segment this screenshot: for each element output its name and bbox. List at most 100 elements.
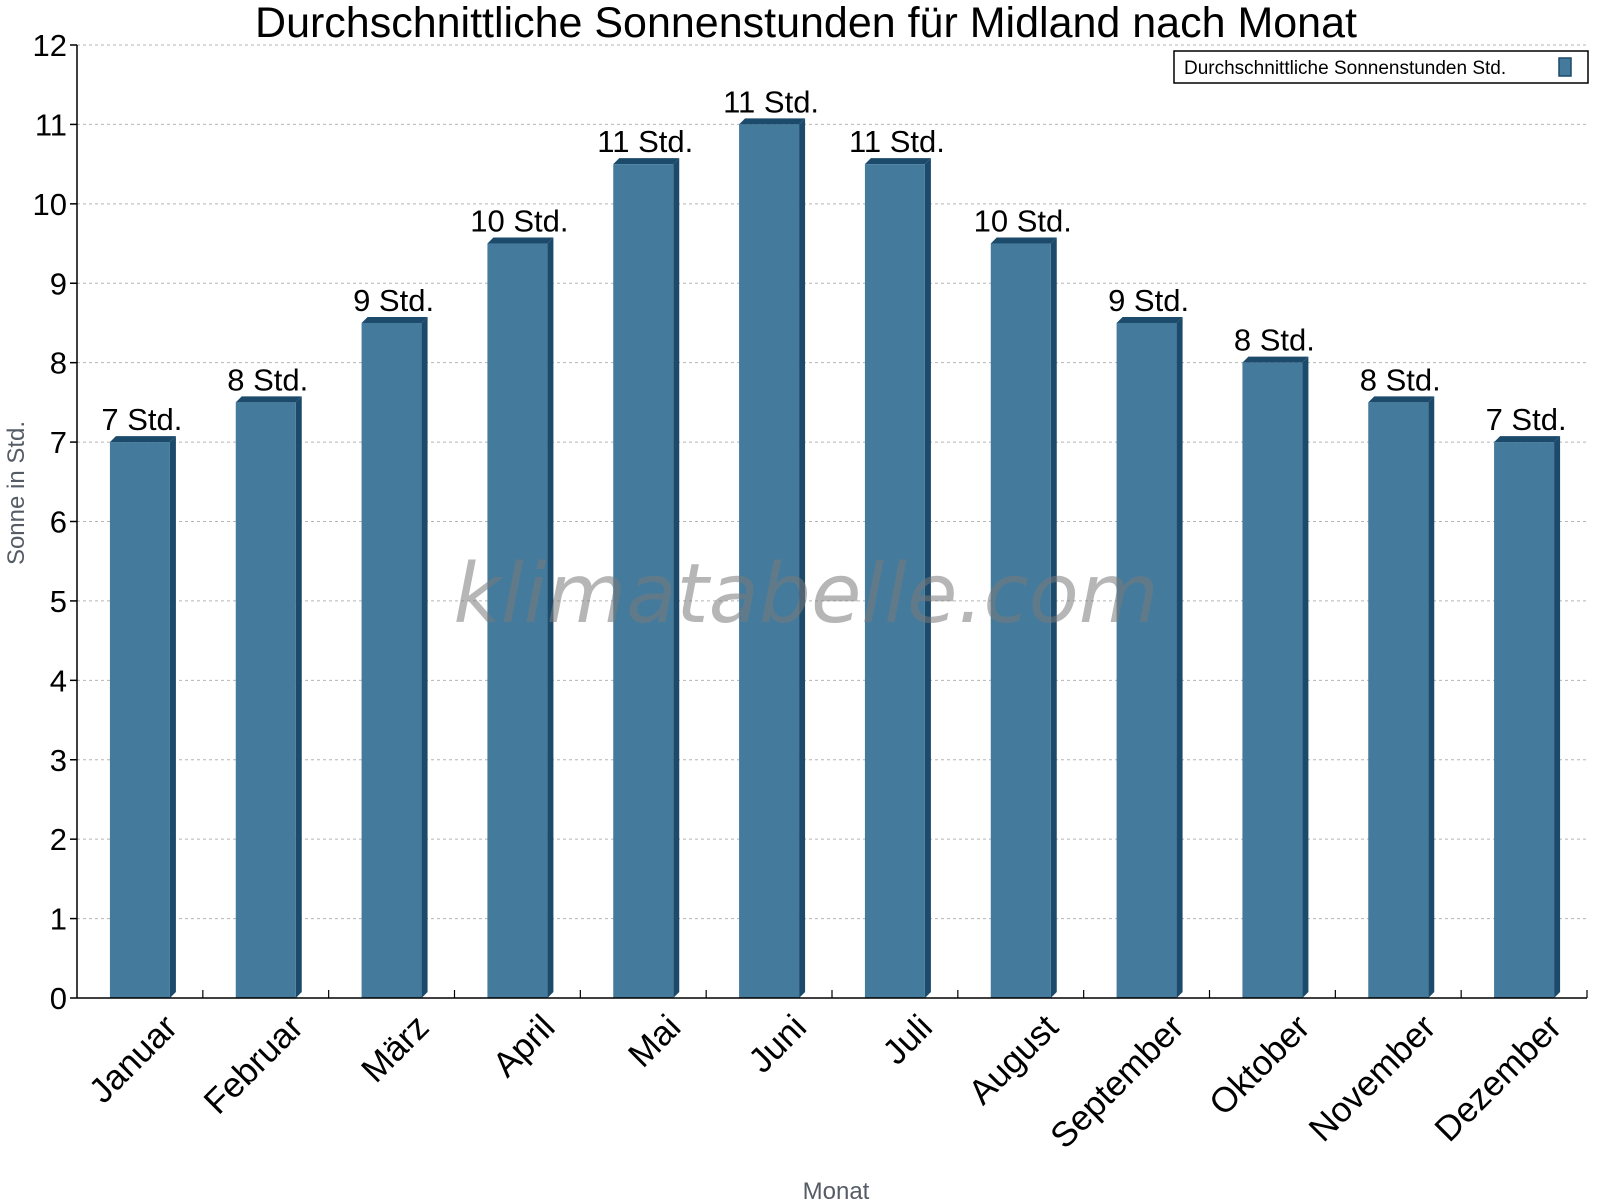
x-tick-label: April (485, 1007, 562, 1084)
bar-front (1368, 402, 1429, 998)
bar-front (109, 442, 170, 998)
bar (235, 396, 302, 998)
bar-top (1116, 316, 1183, 323)
bar-top (739, 118, 806, 125)
x-tick-label: Oktober (1202, 1007, 1318, 1123)
bar (1242, 356, 1309, 999)
bar-top (1494, 436, 1561, 443)
x-tick-label: Februar (196, 1007, 310, 1121)
bar-top (109, 436, 176, 443)
y-tick-label: 1 (50, 902, 67, 937)
x-tick-label: November (1301, 1007, 1443, 1149)
bar (1494, 436, 1561, 998)
bars (109, 118, 1561, 999)
watermark: klimatabelle.com (453, 547, 1158, 642)
y-tick-label: 12 (33, 28, 67, 63)
x-axis-title: Monat (803, 1178, 870, 1200)
data-label: 9 Std. (1108, 283, 1189, 318)
bar-top (613, 158, 680, 165)
bar-side (924, 158, 931, 998)
bar (990, 237, 1057, 998)
y-tick-label: 4 (50, 663, 67, 698)
legend-label: Durchschnittliche Sonnenstunden Std. (1184, 58, 1506, 79)
legend-swatch (1558, 57, 1572, 77)
bar-top (990, 237, 1057, 244)
bar (1368, 396, 1435, 998)
bar-side (295, 396, 302, 998)
x-tick-label: Juli (875, 1007, 940, 1072)
data-label: 7 Std. (1486, 402, 1567, 437)
bar-front (864, 164, 925, 998)
bar (864, 158, 931, 998)
x-tick-label: Juni (741, 1007, 814, 1080)
bar-side (547, 237, 554, 998)
y-tick-label: 10 (33, 187, 67, 222)
bar-side (1176, 316, 1183, 998)
bar-side (799, 118, 806, 998)
bar-front (235, 402, 296, 998)
y-tick-label: 2 (50, 822, 67, 857)
data-label: 8 Std. (227, 362, 308, 397)
grid-lines (77, 44, 1587, 920)
bar (361, 316, 428, 998)
y-tick-label: 6 (50, 505, 67, 540)
x-tick-label: September (1043, 1007, 1192, 1156)
data-label: 11 Std. (723, 84, 819, 119)
bar-side (1554, 436, 1561, 998)
bar-side (1302, 356, 1309, 999)
y-axis-title: Sonne in Std. (3, 421, 30, 565)
bar-front (1494, 442, 1555, 998)
x-tick-label: Mai (621, 1007, 688, 1074)
bar (613, 158, 680, 998)
bar-top (361, 316, 428, 323)
bar (109, 436, 176, 998)
data-label: 9 Std. (353, 283, 434, 318)
legend: Durchschnittliche Sonnenstunden Std. (1173, 50, 1589, 84)
data-label: 10 Std. (974, 204, 1072, 239)
x-tick-label: Dezember (1427, 1007, 1569, 1149)
y-tick-label: 11 (35, 107, 67, 142)
y-tick-label: 5 (50, 584, 67, 619)
bar (1116, 316, 1183, 998)
data-label: 11 Std. (849, 124, 945, 159)
bar-front (487, 243, 548, 998)
x-tick-label: August (961, 1007, 1066, 1112)
bar-top (864, 158, 931, 165)
bar-side (673, 158, 680, 998)
data-label: 8 Std. (1360, 362, 1441, 397)
y-tick-label: 9 (50, 266, 67, 301)
bar-side (1428, 396, 1435, 998)
data-label: 10 Std. (470, 204, 568, 239)
bar-side (1050, 237, 1057, 998)
x-tick-labels: Januar Februar März April Mai Juni Juli AugustS… (82, 1007, 1570, 1156)
bar-top (235, 396, 302, 403)
axes (70, 44, 1588, 999)
y-tick-label: 8 (50, 346, 67, 381)
y-tick-label: 7 (50, 425, 67, 460)
y-tick-label: 0 (50, 981, 67, 1016)
data-label: 7 Std. (101, 402, 182, 437)
bar-top (1368, 396, 1435, 403)
bar-front (613, 164, 674, 998)
bar-front (1116, 322, 1177, 998)
data-labels: 7 Std. 8 Std. 9 Std. 10 Std. 11 Std. 11 Std. 1… (101, 84, 1566, 437)
y-tick-label: 3 (50, 743, 67, 778)
bar-side (421, 316, 428, 998)
legend-box (1173, 50, 1589, 84)
data-label: 11 Std. (597, 124, 693, 159)
x-tick-label: Januar (82, 1007, 185, 1110)
bar-top (1242, 356, 1309, 363)
bar (487, 237, 554, 998)
bar-front (990, 243, 1051, 998)
bar (739, 118, 806, 998)
bar-top (487, 237, 554, 244)
bar-front (739, 124, 800, 998)
chart-title: Durchschnittliche Sonnenstunden für Midl… (255, 0, 1357, 47)
bar-front (361, 322, 422, 998)
bar-side (169, 436, 176, 998)
data-label: 8 Std. (1234, 323, 1315, 358)
x-tick-label: März (354, 1007, 437, 1090)
bar-front (1242, 362, 1303, 999)
